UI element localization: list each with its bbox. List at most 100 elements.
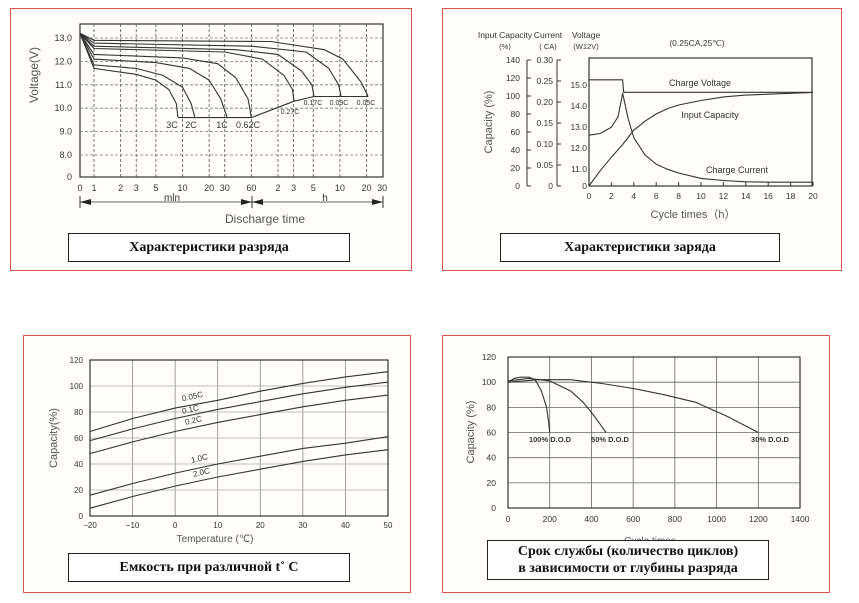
capacity-tick-label: 80 [511,109,521,119]
cutoff-line [178,95,369,119]
current-tick-label: 0.15 [536,118,553,128]
x-tick-label: 50 [384,521,393,530]
y-tick-label: 11.0 [55,80,72,90]
x-tick-label: 16 [763,191,773,201]
x-tick-label: 30 [298,521,307,530]
x-tick-label: 0 [173,521,178,530]
caption-discharge: Характеристики разряда [68,233,350,262]
axis-header: Current [534,30,563,40]
series-label: Input Capacity [681,110,739,120]
arrow-head [80,199,91,205]
x-tick-label: 18 [786,191,796,201]
x-axis-label: Discharge time [225,212,305,226]
current-tick-label: 0.10 [536,139,553,149]
y-tick-label: 40 [74,460,83,469]
y-tick-label: 0 [67,172,72,182]
x-tick-label: 1 [91,183,96,193]
y-tick-label: 100 [482,377,496,387]
capacity-tick-label: 120 [506,73,520,83]
y-axis-label: Voltage(V) [27,47,41,103]
series-line [588,93,813,183]
series-line-2C [79,33,196,118]
current-tick-label: 0.30 [536,55,553,65]
series-label: 3C [166,120,178,130]
x-tick-label: 0 [77,183,82,193]
x-axis-label: Temperature (℃) [177,534,254,545]
y-tick-label: 12.0 [54,56,72,66]
axis-header-unit: (%) [499,42,511,51]
x-tick-label: −20 [83,521,97,530]
series-label: 0.05C [181,390,204,404]
caption-text: Характеристики разряда [129,240,289,255]
series-label: 0.27C [281,109,300,116]
y-tick-label: 10.0 [54,103,72,113]
x-tick-label: 6 [654,191,659,201]
y-tick-label: 0 [79,512,84,521]
series-label: 2.0C [192,466,211,479]
x-tick-label: 3 [134,183,139,193]
y-tick-label: 40 [487,453,497,463]
x-tick-label: 4 [631,191,636,201]
x-tick-label: 14 [741,191,751,201]
current-tick-label: 0.25 [536,76,553,86]
x-tick-label: 200 [543,514,557,524]
x-tick-label: 12 [719,191,729,201]
voltage-tick-label: 11.0 [571,164,587,174]
series-line-0.17C [79,32,315,97]
series-label: 0.62C [236,120,261,130]
caption-text-line1: Срок службы (количество циклов) [517,544,739,559]
series-line-0.62C [79,32,252,118]
y-tick-label: 13.0 [54,33,72,43]
series-label: 0.05C [357,100,376,107]
x-tick-label: 1000 [707,514,726,524]
series-label: 0.1C [181,403,200,416]
series-line [507,379,759,433]
x-tick-label: 10 [335,183,345,193]
x-tick-label: 20 [256,521,265,530]
voltage-tick-label: 15.0 [570,80,587,90]
x-axis-label: Cycle times（h） [651,208,736,221]
plot-area [79,23,384,178]
x-tick-label: 600 [626,514,640,524]
series-label: 0.17C [304,100,323,107]
x-tick-label: 5 [311,183,316,193]
y-tick-label: 60 [487,428,497,438]
x-tick-label: −10 [126,521,140,530]
series-line [507,376,551,433]
capacity-tick-label: 100 [506,91,520,101]
capacity-tick-label: 40 [511,145,521,155]
x-tick-label: 800 [668,514,682,524]
axis-header: Input Capacity [478,30,533,40]
y-tick-label: 80 [487,402,497,412]
y-tick-label: 120 [482,352,496,362]
axis-header-unit: ( CA) [539,42,557,51]
series-line-0.05C [79,32,369,97]
series-label: Charge Voltage [669,78,731,88]
caption-temperature: Емкость при различной t˚ C [68,553,350,582]
x-tick-label: 10 [696,191,706,201]
current-tick-label: 0 [548,181,553,191]
capacity-tick-label: 60 [511,127,521,137]
plot-area [507,356,801,509]
caption-text: Емкость при различной t˚ C [119,560,299,575]
series-label: 30% D.O.D [751,435,790,444]
x-group-label-h: h [322,193,328,204]
series-line-3C [79,33,179,118]
arrow-head [372,199,383,205]
x-tick-label: 0 [587,191,592,201]
voltage-tick-label: 13.0 [570,122,587,132]
capacity-tick-label: 140 [506,55,520,65]
series-label: 2C [185,120,197,130]
series-line-1C [79,33,228,118]
caption-cycle-life: Срок службы (количество циклов) в зависим… [487,540,769,580]
series-label: 0.2C [184,414,203,427]
series-label: 1C [216,120,228,130]
x-tick-label: 0 [506,514,511,524]
y-axis-label: Capacity (%) [483,91,495,154]
series-label: 0.09C [330,100,349,107]
x-tick-label: 1400 [791,514,810,524]
plot-area [89,359,389,517]
y-tick-label: 8.0 [59,150,72,160]
panel-charge [442,8,842,271]
